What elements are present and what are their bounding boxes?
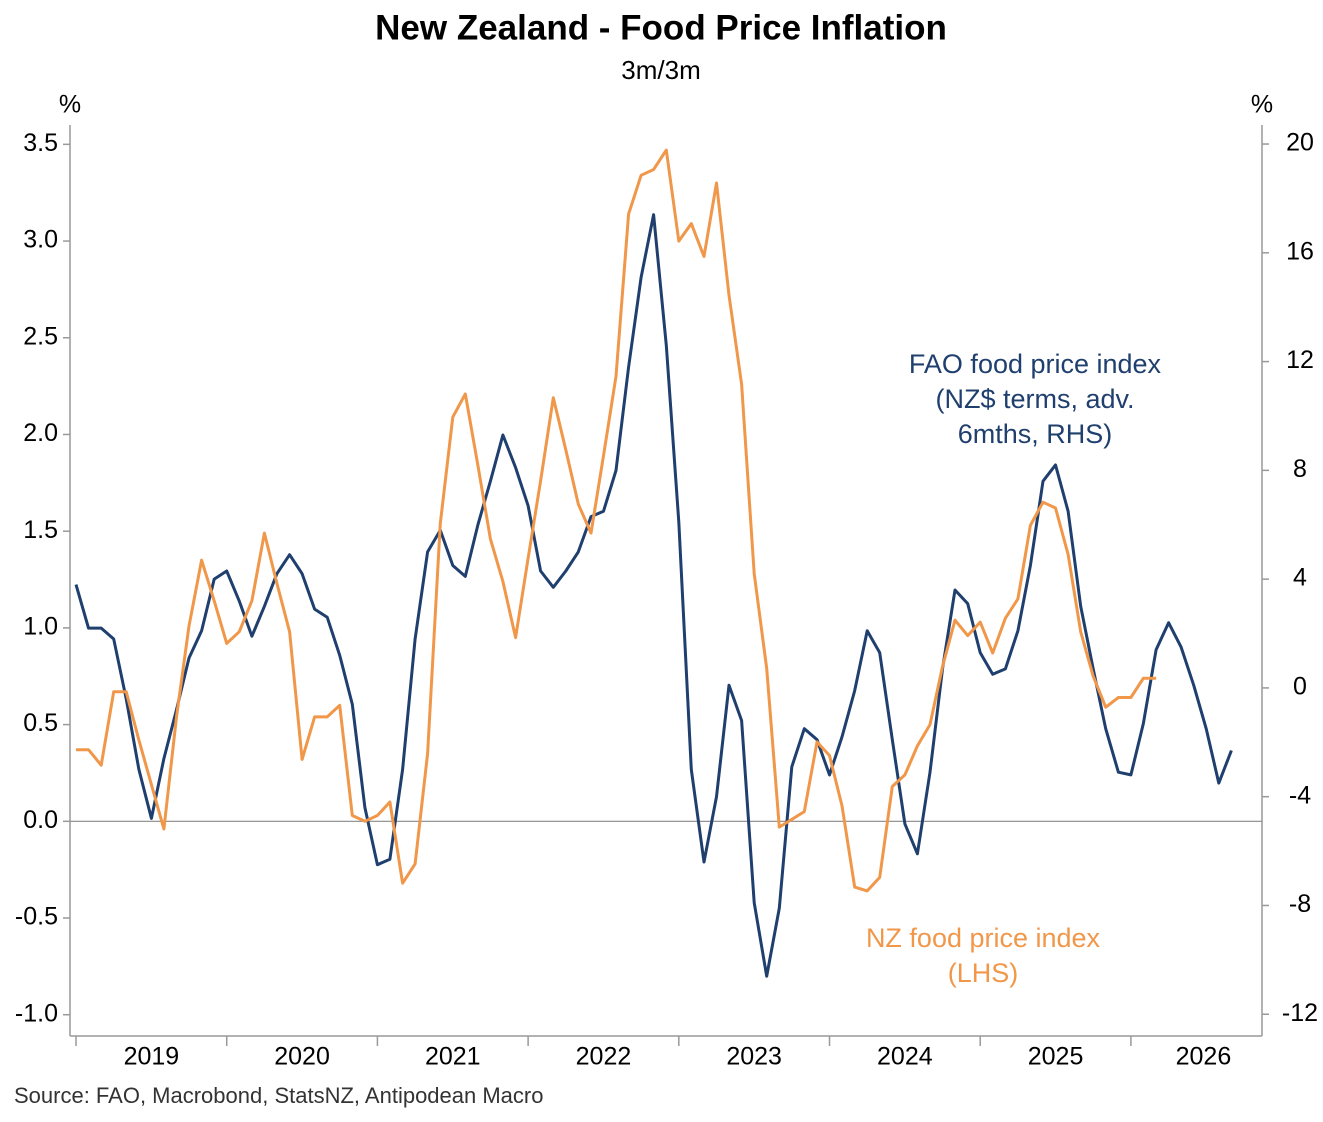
x-tick-label: 2024 [877, 1043, 933, 1071]
y-tick-label: 0.5 [23, 709, 58, 737]
x-tick-label: 2023 [726, 1043, 782, 1071]
y2-tick-label: -12 [1282, 999, 1318, 1027]
y-tick-label: 0.0 [23, 806, 58, 834]
chart-title: New Zealand - Food Price Inflation [375, 8, 947, 47]
y-axis-unit: % [59, 91, 81, 119]
y2-tick-label: -4 [1289, 781, 1311, 809]
y-tick-label: 3.0 [23, 226, 58, 254]
x-tick-label: 2025 [1028, 1043, 1084, 1071]
y-tick-label: -1.0 [15, 999, 58, 1027]
annotation: 6mths, RHS) [958, 419, 1113, 449]
annotation: (NZ$ terms, adv. [935, 384, 1134, 414]
x-tick-label: 2021 [425, 1043, 481, 1071]
y2-tick-label: 8 [1293, 455, 1307, 483]
annotation: (LHS) [948, 958, 1019, 988]
y-tick-label: 3.5 [23, 129, 58, 157]
chart-subtitle: 3m/3m [621, 55, 700, 85]
x-tick-label: 2026 [1176, 1043, 1232, 1071]
series-line [76, 148, 1157, 893]
y-tick-label: 2.0 [23, 419, 58, 447]
y-tick-label: -0.5 [15, 903, 58, 931]
x-tick-label: 2020 [274, 1043, 330, 1071]
series-line [74, 213, 1233, 978]
y2-tick-label: 20 [1286, 129, 1314, 157]
annotation: NZ food price index [866, 923, 1101, 953]
annotation: FAO food price index [909, 349, 1162, 379]
y-tick-label: 2.5 [23, 322, 58, 350]
y2-tick-label: 0 [1293, 673, 1307, 701]
y2-tick-label: 16 [1286, 237, 1314, 265]
y2-tick-label: -8 [1289, 890, 1311, 918]
y2-tick-label: 12 [1286, 346, 1314, 374]
y2-tick-label: 4 [1293, 564, 1307, 592]
x-tick-label: 2022 [576, 1043, 632, 1071]
y2-axis-unit: % [1251, 91, 1273, 119]
y-tick-label: 1.5 [23, 516, 58, 544]
source-note: Source: FAO, Macrobond, StatsNZ, Antipod… [14, 1083, 543, 1108]
x-tick-label: 2019 [124, 1043, 180, 1071]
y-tick-label: 1.0 [23, 612, 58, 640]
